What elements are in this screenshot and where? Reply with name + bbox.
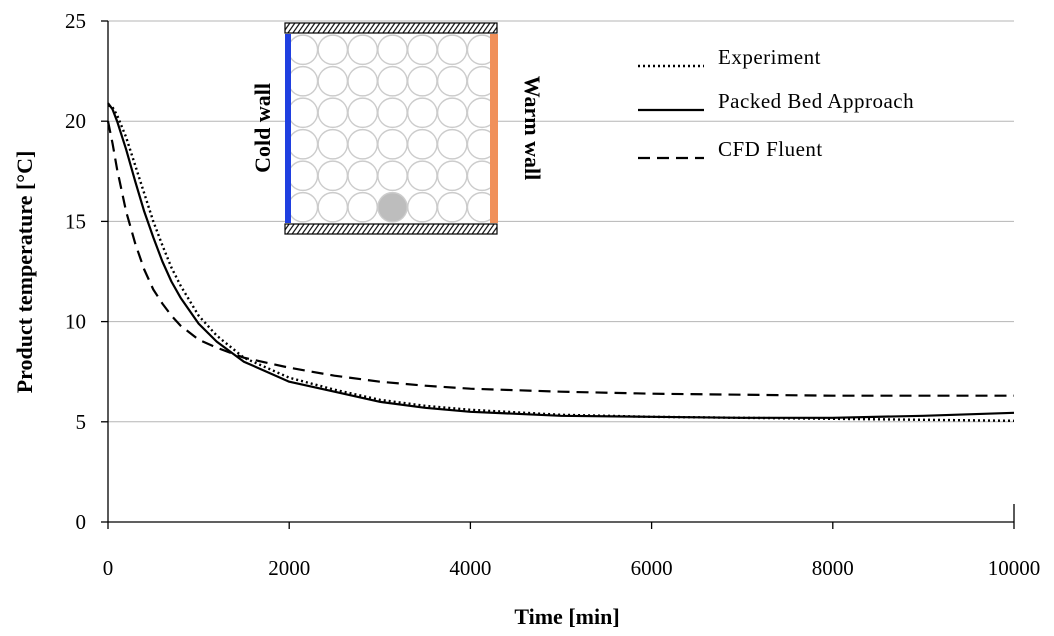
y-tick-label: 20 bbox=[65, 109, 86, 133]
bottom-insulation bbox=[284, 223, 498, 235]
x-tick-label: 10000 bbox=[988, 556, 1041, 580]
axes bbox=[101, 20, 1015, 529]
x-tick-label: 8000 bbox=[812, 556, 854, 580]
cold-wall-label: Cold wall bbox=[250, 83, 275, 173]
grid-lines bbox=[108, 20, 1014, 423]
y-tick-label: 0 bbox=[76, 510, 87, 534]
series-line-0 bbox=[107, 104, 1015, 422]
x-tick-label: 6000 bbox=[631, 556, 673, 580]
cold-wall bbox=[285, 34, 291, 223]
top-insulation bbox=[284, 22, 498, 34]
y-tick-label: 25 bbox=[65, 9, 86, 33]
x-tick-label: 4000 bbox=[449, 556, 491, 580]
y-tick-label: 10 bbox=[65, 310, 86, 334]
packed-bed-inset: Cold wall Warm wall bbox=[250, 22, 545, 235]
series-lines bbox=[106, 102, 1015, 422]
x-tick-label: 2000 bbox=[268, 556, 310, 580]
warm-wall bbox=[490, 34, 498, 223]
product-particle bbox=[377, 191, 408, 223]
legend-label-1: Packed Bed Approach bbox=[718, 89, 914, 113]
tick-labels: 0 5 10 15 20 25 0 2000 4000 6000 8000 10000 bbox=[65, 9, 1040, 580]
y-tick-label: 5 bbox=[76, 410, 87, 434]
series-line-1 bbox=[107, 102, 1015, 419]
x-tick-label: 0 bbox=[103, 556, 114, 580]
bed-interior bbox=[288, 34, 497, 223]
legend: Experiment Packed Bed Approach CFD Fluent bbox=[638, 45, 914, 161]
legend-label-0: Experiment bbox=[718, 45, 821, 69]
series-line-2 bbox=[106, 120, 1014, 397]
y-tick-label: 15 bbox=[65, 209, 86, 233]
y-axis-title: Product temperature [°C] bbox=[12, 151, 37, 394]
x-axis-title: Time [min] bbox=[514, 604, 619, 629]
warm-wall-label: Warm wall bbox=[520, 76, 545, 181]
legend-label-2: CFD Fluent bbox=[718, 137, 823, 161]
